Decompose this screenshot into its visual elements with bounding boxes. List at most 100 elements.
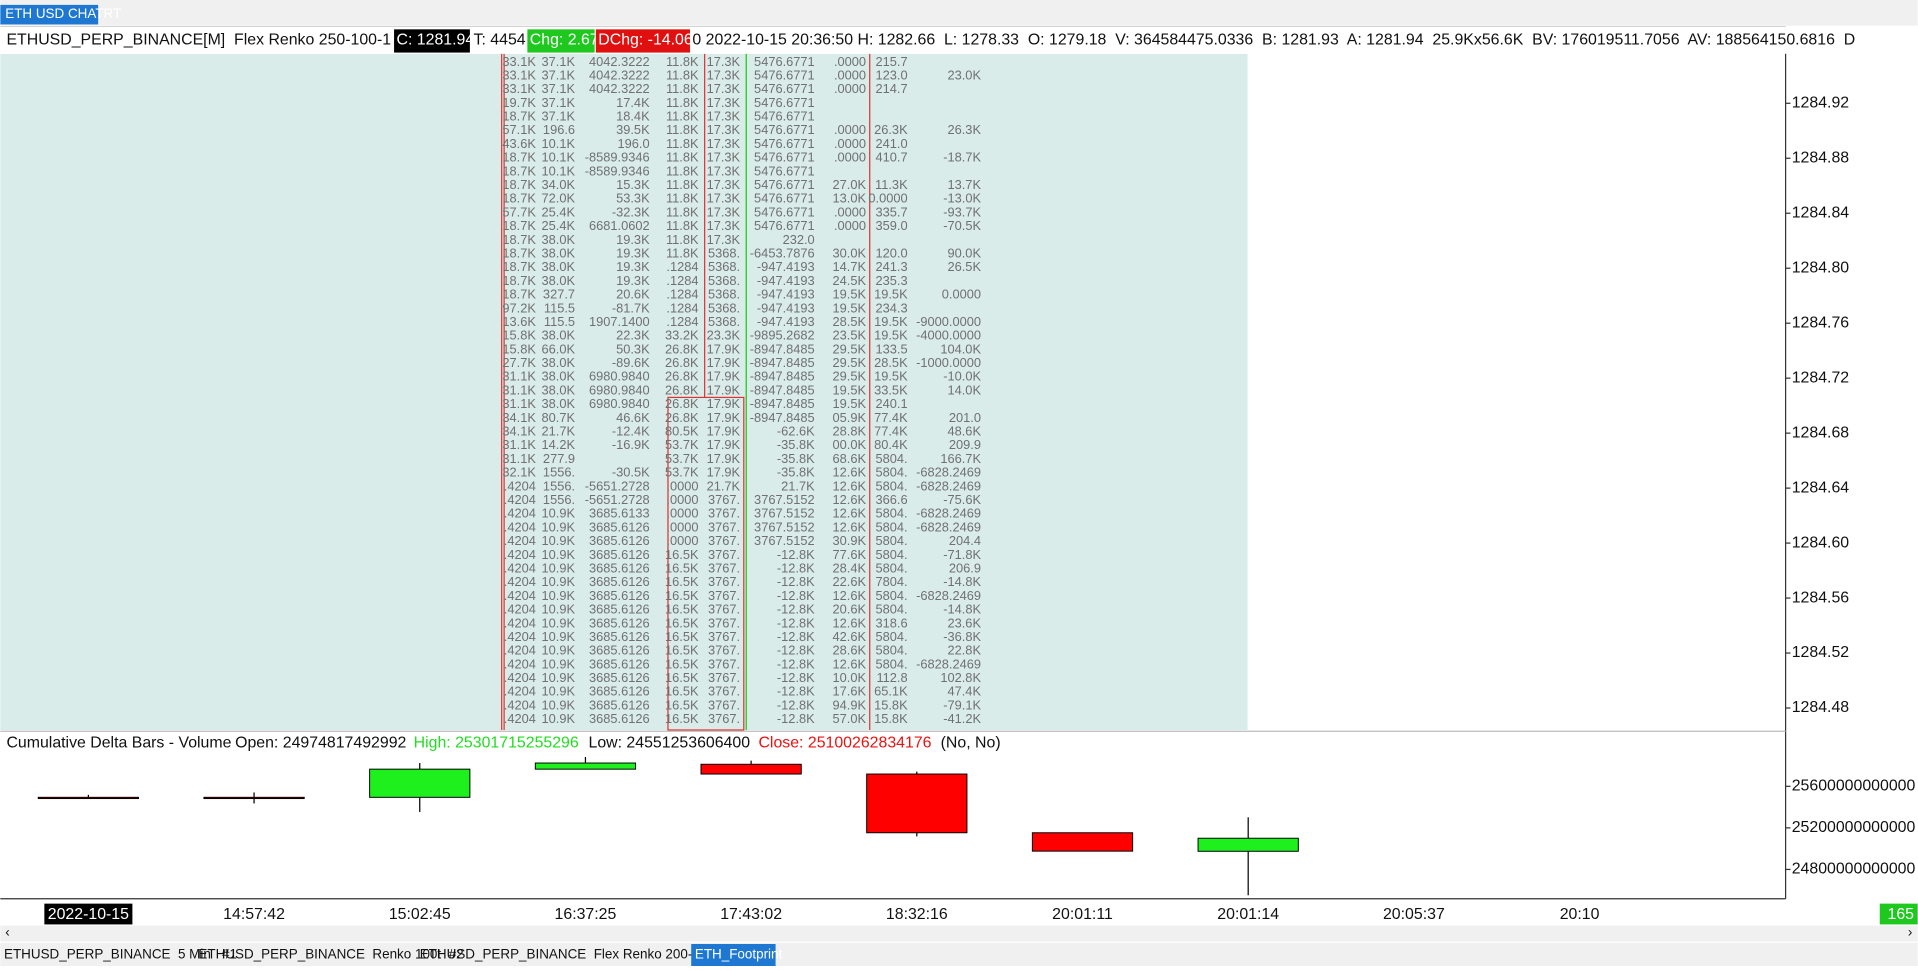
- footprint-box: [667, 396, 745, 731]
- footprint-cell: 22.6K: [833, 574, 867, 589]
- footprint-cell: 65.1K: [874, 684, 908, 699]
- panel-high: High: 25301715255296: [414, 735, 579, 752]
- footprint-cell: -89.6K: [612, 355, 650, 370]
- footprint-cell: 1556.: [543, 465, 575, 480]
- footprint-cell: 30.0K: [833, 245, 867, 260]
- footprint-cell: 12.6K: [833, 478, 867, 493]
- footprint-cell: 19.7K: [502, 95, 536, 110]
- y-tick-label: 1284.64: [1792, 479, 1850, 496]
- header-symbol: ETHUSD_PERP_BINANCE[M] Flex Renko 250-10…: [6, 32, 417, 49]
- footprint-cell: .4204: [504, 615, 536, 630]
- footprint-cell: -947.4193: [757, 287, 815, 302]
- footprint-cell: -8947.8485: [750, 382, 815, 397]
- panel-open: Open: 24974817492992: [235, 735, 406, 752]
- footprint-cell: 5804.: [876, 519, 908, 534]
- footprint-cell: .0000: [666, 519, 698, 534]
- footprint-cell: 38.0K: [542, 273, 576, 288]
- footprint-cell: 30.9K: [833, 533, 867, 548]
- footprint-cell: 277.9: [543, 451, 575, 466]
- footprint-cell: 10.9K: [542, 560, 576, 575]
- footprint-cell: 22.3K: [616, 328, 650, 343]
- footprint-cell: 68.6K: [833, 451, 867, 466]
- footprint-cell: .4204: [504, 478, 536, 493]
- footprint-cell: 3767.: [708, 643, 740, 658]
- footprint-cell: 18.7K: [502, 150, 536, 165]
- candle-body: [203, 796, 305, 800]
- footprint-cell: 17.9K: [707, 410, 741, 425]
- footprint-cell: 11.8K: [666, 150, 699, 165]
- footprint-cell: 10.9K: [542, 711, 576, 726]
- footprint-cell: 115.5: [544, 314, 575, 329]
- active-tab[interactable]: [691, 943, 776, 966]
- footprint-cell: 10.9K: [542, 643, 576, 658]
- footprint-cell: 53.3K: [616, 191, 650, 206]
- footprint-cell: 38.0K: [542, 232, 576, 247]
- top-tab-label[interactable]: ETH USD CHATRT: [5, 6, 121, 21]
- footprint-cell: 33.1K: [502, 54, 536, 69]
- footprint-cell: 5804.: [876, 602, 908, 617]
- footprint-cell: 3767.: [708, 684, 740, 699]
- y-tick-label: 1284.92: [1792, 94, 1850, 111]
- footprint-cell: 5476.6771: [754, 136, 815, 151]
- footprint-cell: 4042.3222: [589, 67, 650, 82]
- footprint-cell: 19.5K: [833, 287, 867, 302]
- footprint-cell: 10.9K: [542, 519, 576, 534]
- footprint-cell: 5476.6771: [754, 177, 815, 192]
- footprint-cell: -71.8K: [943, 547, 981, 562]
- footprint-cell: 28.6K: [833, 643, 867, 658]
- scroll-right[interactable]: ›: [1908, 925, 1912, 940]
- tab[interactable]: ETH_Footprint: [695, 947, 783, 962]
- footprint-cell: 20.6K: [833, 602, 867, 617]
- footprint-cell: 26.8K: [665, 410, 699, 425]
- footprint-cell: 3767.: [708, 697, 740, 712]
- footprint-cell: -4000.0000: [916, 328, 981, 343]
- footprint-cell: 214.7: [876, 81, 908, 96]
- footprint-cell: -75.6K: [943, 492, 981, 507]
- tab[interactable]: ETHUSD_PERP_BINANCE 5 Min #1: [4, 947, 237, 962]
- footprint-cell: 3685.6126: [589, 533, 650, 548]
- footprint-cell: 47.4K: [947, 684, 981, 699]
- footprint-cell: 19.3K: [616, 232, 650, 247]
- tab[interactable]: ETHUSD_PERP_BINANCE Flex Renko 200-100-1…: [420, 947, 749, 962]
- footprint-cell: -14.8K: [943, 574, 981, 589]
- footprint-cell: 17.9K: [707, 369, 741, 384]
- footprint-cell: 4042.3222: [589, 54, 650, 69]
- footprint-cell: 31.1K: [502, 369, 536, 384]
- footprint-cell: 26.8K: [665, 369, 699, 384]
- footprint-cell: 11.8K: [666, 136, 699, 151]
- footprint-cell: 19.5K: [833, 396, 867, 411]
- footprint-cell: -35.8K: [777, 437, 815, 452]
- footprint-cell: 33.1K: [502, 81, 536, 96]
- footprint-cell: 5804.: [876, 629, 908, 644]
- footprint-cell: 16.5K: [665, 656, 699, 671]
- footprint-cell: 10.9K: [542, 629, 576, 644]
- footprint-cell: 32.1K: [502, 465, 536, 480]
- footprint-cell: 25.4K: [542, 218, 576, 233]
- y-tick-label: 1284.84: [1792, 204, 1850, 221]
- footprint-cell: -6828.2469: [916, 506, 981, 521]
- dchange-box: [595, 29, 690, 53]
- x-tick-label: 20:01:14: [1217, 906, 1279, 923]
- scroll-left[interactable]: ‹: [5, 925, 9, 940]
- footprint-cell: 3685.6126: [589, 629, 650, 644]
- footprint-cell: 201.0: [949, 410, 981, 425]
- footprint-cell: 20.6K: [616, 287, 650, 302]
- footprint-cell: 5476.6771: [754, 163, 815, 178]
- footprint-cell: 5804.: [876, 451, 908, 466]
- footprint-cell: 21.7K: [781, 478, 815, 493]
- footprint-cell: 16.5K: [665, 602, 699, 617]
- footprint-cell: 29.5K: [833, 341, 867, 356]
- footprint-cell: -8947.8485: [750, 355, 815, 370]
- footprint-cell: 10.9K: [542, 684, 576, 699]
- footprint-cell: 327.7: [543, 287, 575, 302]
- footprint-cell: 410.7: [876, 150, 908, 165]
- footprint-cell: 16.5K: [665, 684, 699, 699]
- footprint-cell: 26.3K: [947, 122, 981, 137]
- scrollbar[interactable]: [0, 925, 1918, 942]
- footprint-cell: 23.6K: [947, 615, 981, 630]
- footprint-cell: 235.3: [876, 273, 908, 288]
- tab[interactable]: ETHUSD_PERP_BINANCE Renko 100t #2: [198, 947, 463, 962]
- top-tab[interactable]: [0, 4, 99, 25]
- footprint-cell: 11.8K: [666, 204, 699, 219]
